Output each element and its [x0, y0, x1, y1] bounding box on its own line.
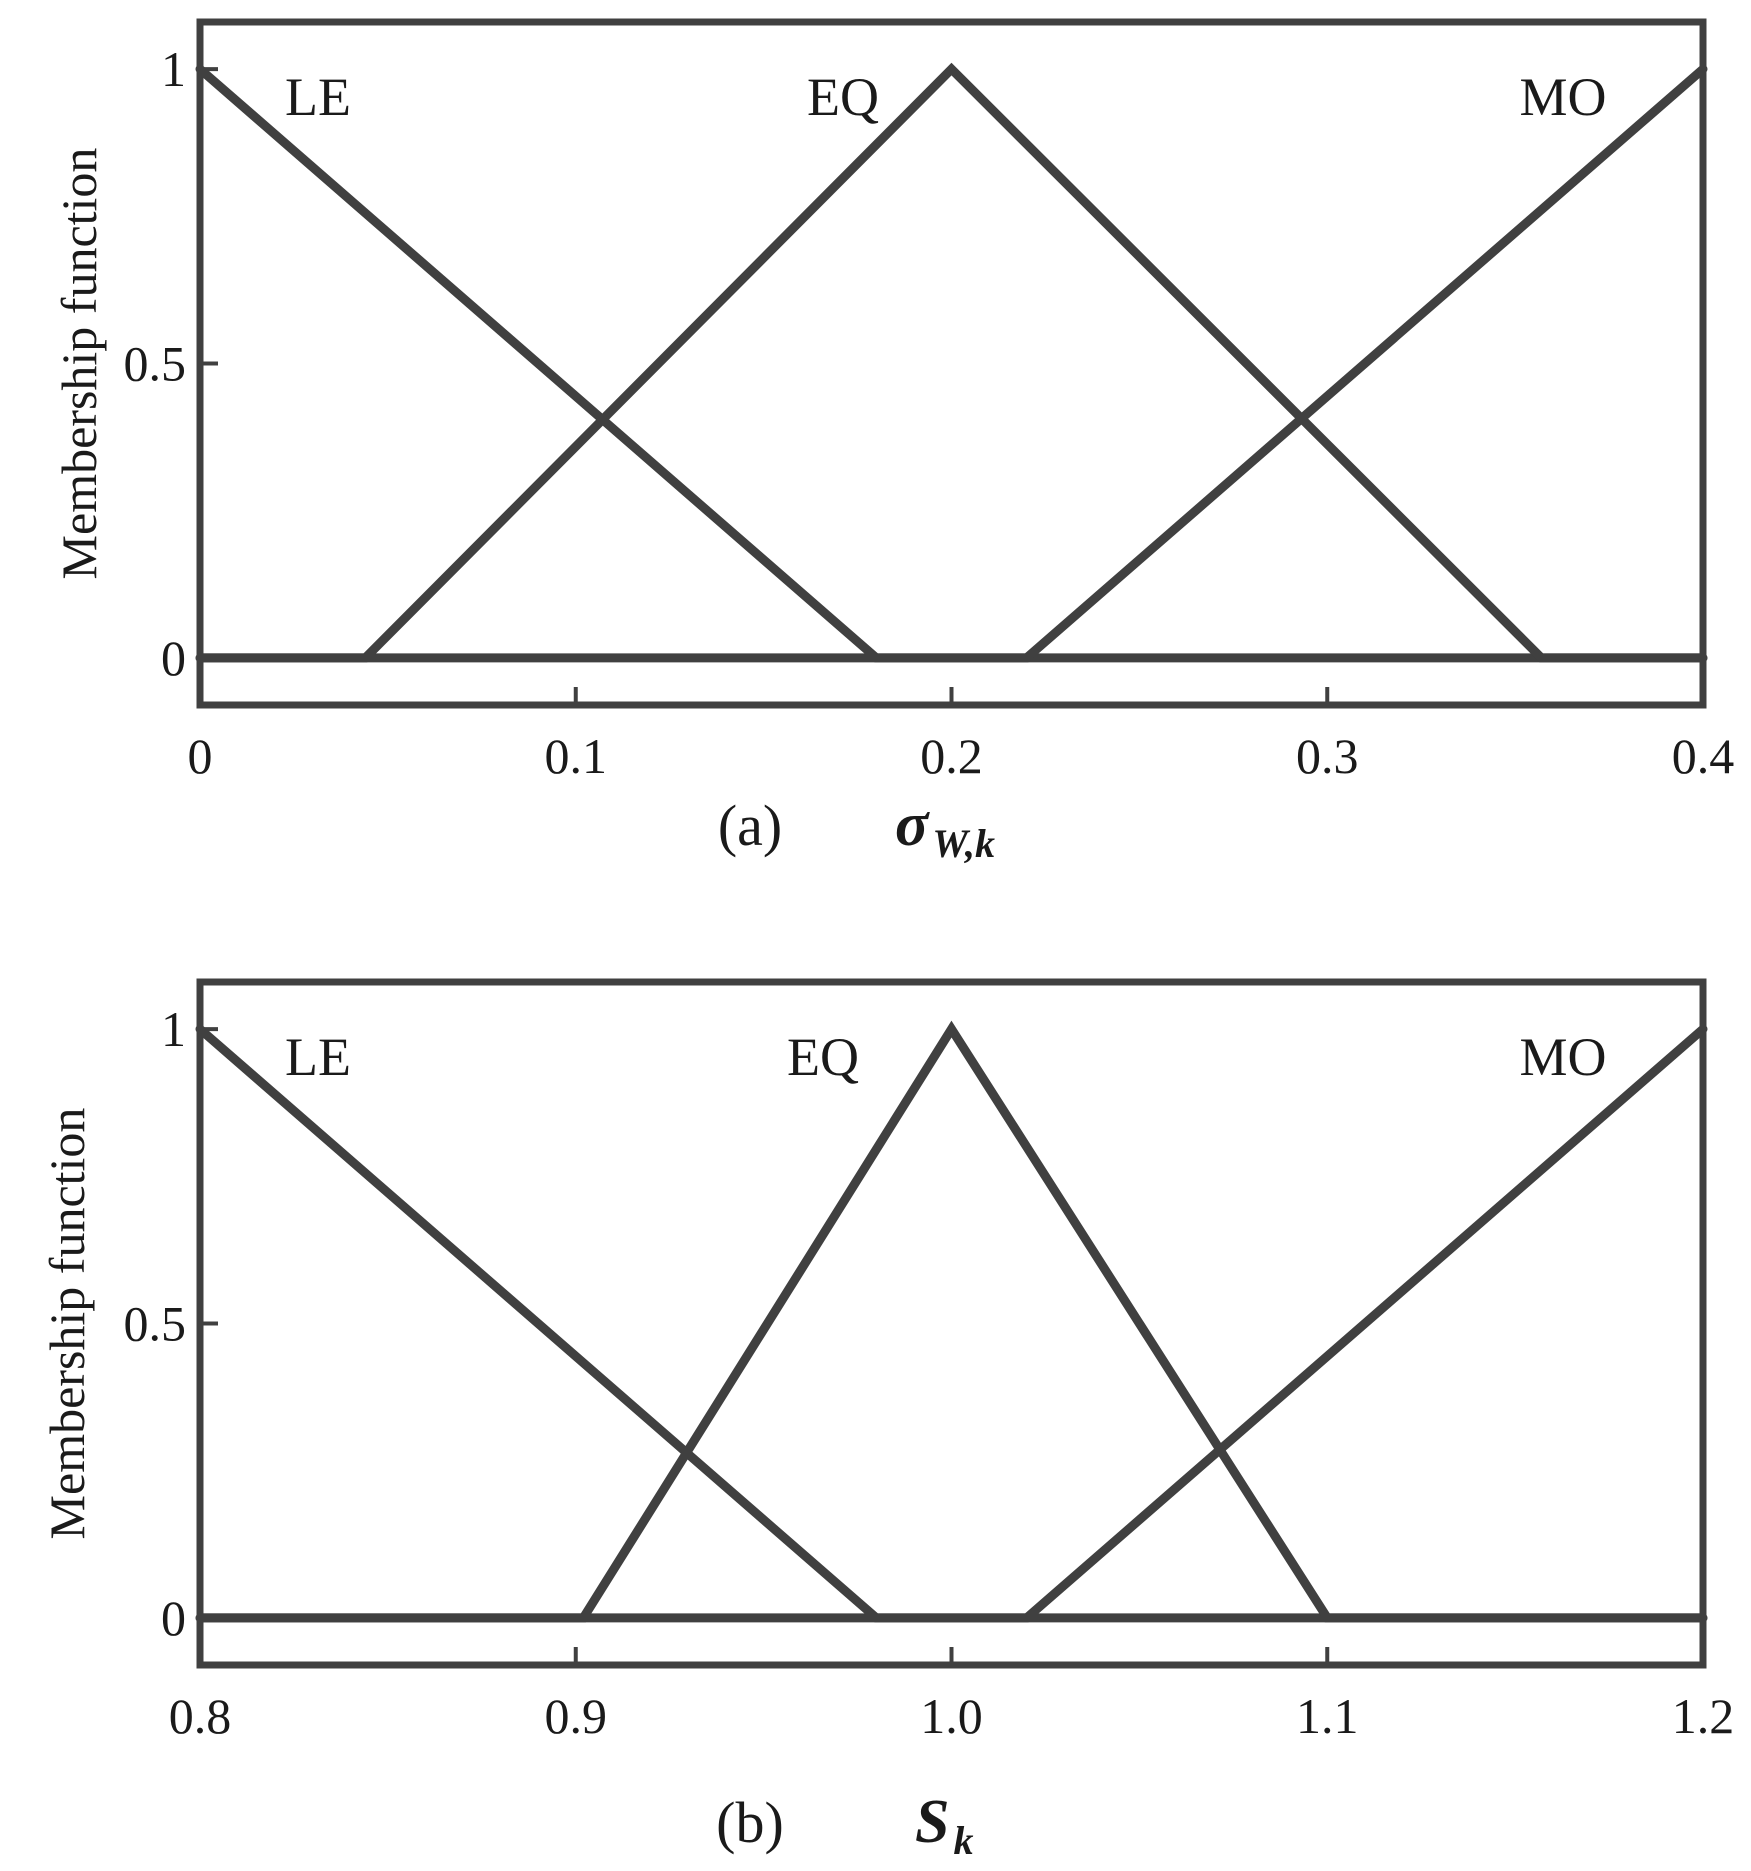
series-label-eq: EQ — [807, 67, 879, 127]
x-tick-label: 0.4 — [1672, 728, 1735, 784]
x-axis-label: σ W,k — [895, 791, 995, 866]
series-line-le — [195, 1024, 1708, 1623]
series-label-mo: MO — [1519, 67, 1606, 127]
y-tick-label: 1 — [161, 1001, 186, 1057]
y-axis-label: Membership function — [39, 1108, 95, 1540]
x-axis-label-symbol: σ — [895, 791, 930, 859]
x-tick-label: 1.1 — [1296, 1688, 1359, 1744]
y-tick-label: 0.5 — [124, 336, 187, 392]
series-line-mo — [195, 1024, 1708, 1623]
x-axis-label-subscript: k — [953, 1818, 973, 1863]
panel-a: 0 0.1 0.2 0.3 0.4 0 0.5 1 Membership function LE E… — [51, 18, 1735, 866]
y-tick-label: 0 — [161, 630, 186, 686]
y-tick-label: 0 — [161, 1590, 186, 1646]
series-line-mo — [195, 64, 1708, 663]
panel-caption: (a) — [718, 793, 782, 858]
y-tick-label: 0.5 — [124, 1296, 187, 1352]
x-tick-label: 0.3 — [1296, 728, 1359, 784]
x-tick-label: 0.8 — [169, 1688, 232, 1744]
x-axis-label-subscript: W,k — [932, 821, 995, 866]
x-tick-label: 1.0 — [920, 1688, 983, 1744]
series-line-eq — [195, 62, 1708, 663]
plot-frame — [196, 978, 1707, 1669]
panel-caption: (b) — [716, 1790, 784, 1855]
series-line-eq — [195, 1020, 1708, 1623]
panel-b: 0.8 0.9 1.0 1.1 1.2 0 0.5 1 Membership function L… — [39, 978, 1735, 1863]
x-tick-label: 0.1 — [545, 728, 608, 784]
series-label-eq: EQ — [787, 1027, 859, 1087]
x-tick-label: 0 — [188, 728, 213, 784]
x-tick-label: 0.2 — [920, 728, 983, 784]
x-axis-label-symbol: S — [915, 1788, 949, 1856]
x-tick-label: 1.2 — [1672, 1688, 1735, 1744]
x-tick-label: 0.9 — [545, 1688, 608, 1744]
y-axis-label: Membership function — [51, 148, 107, 580]
series-label-le: LE — [285, 1027, 351, 1087]
series-line-le — [195, 64, 1708, 663]
y-tick-label: 1 — [161, 41, 186, 97]
series-label-mo: MO — [1519, 1027, 1606, 1087]
series-label-le: LE — [285, 67, 351, 127]
